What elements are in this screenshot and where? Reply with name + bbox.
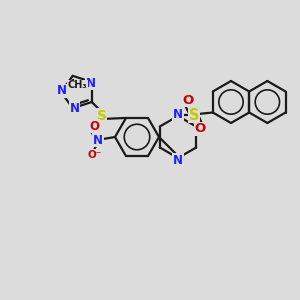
Text: S: S xyxy=(97,109,107,123)
Text: O: O xyxy=(182,94,194,106)
Text: N: N xyxy=(173,107,183,121)
Text: N: N xyxy=(93,134,103,146)
Text: CH₃: CH₃ xyxy=(68,80,88,90)
Text: N: N xyxy=(57,85,67,98)
Text: O: O xyxy=(89,119,99,133)
Text: N: N xyxy=(173,154,183,166)
Text: O: O xyxy=(194,122,206,136)
Text: N: N xyxy=(70,102,80,115)
Text: N: N xyxy=(86,76,96,89)
Text: O⁻: O⁻ xyxy=(88,150,102,160)
Text: S: S xyxy=(189,107,199,122)
